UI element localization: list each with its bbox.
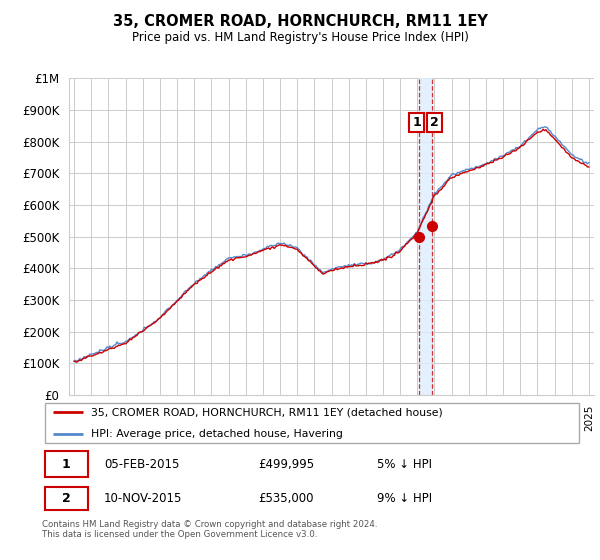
Text: 35, CROMER ROAD, HORNCHURCH, RM11 1EY (detached house): 35, CROMER ROAD, HORNCHURCH, RM11 1EY (d… xyxy=(91,407,442,417)
Text: £535,000: £535,000 xyxy=(258,492,314,505)
Text: HPI: Average price, detached house, Havering: HPI: Average price, detached house, Have… xyxy=(91,428,343,438)
Text: 5% ↓ HPI: 5% ↓ HPI xyxy=(377,458,432,470)
Text: 1: 1 xyxy=(412,116,421,129)
FancyBboxPatch shape xyxy=(45,487,88,510)
Text: 2: 2 xyxy=(430,116,439,129)
Text: Contains HM Land Registry data © Crown copyright and database right 2024.
This d: Contains HM Land Registry data © Crown c… xyxy=(42,520,377,539)
Text: 05-FEB-2015: 05-FEB-2015 xyxy=(104,458,179,470)
FancyBboxPatch shape xyxy=(45,451,88,477)
Text: 2: 2 xyxy=(62,492,71,505)
Text: 10-NOV-2015: 10-NOV-2015 xyxy=(104,492,182,505)
Text: Price paid vs. HM Land Registry's House Price Index (HPI): Price paid vs. HM Land Registry's House … xyxy=(131,31,469,44)
FancyBboxPatch shape xyxy=(45,403,579,443)
Text: 1: 1 xyxy=(62,458,71,470)
Text: £499,995: £499,995 xyxy=(258,458,314,470)
Text: 35, CROMER ROAD, HORNCHURCH, RM11 1EY: 35, CROMER ROAD, HORNCHURCH, RM11 1EY xyxy=(113,14,487,29)
Bar xyxy=(419,78,432,395)
Text: 9% ↓ HPI: 9% ↓ HPI xyxy=(377,492,432,505)
